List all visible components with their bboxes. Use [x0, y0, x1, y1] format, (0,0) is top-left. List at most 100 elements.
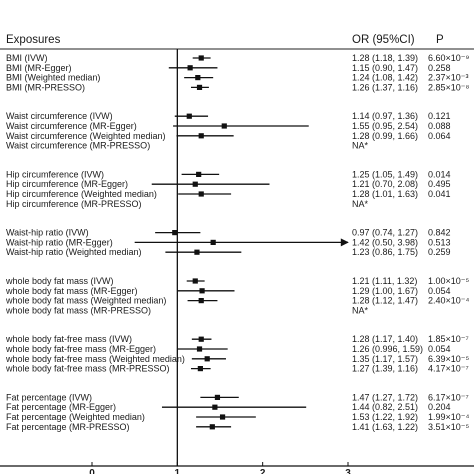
row-p-value: 0.041	[428, 189, 451, 199]
row-or-ci: 1.47 (1.27, 1.72)	[352, 392, 418, 402]
row-or-ci: NA*	[352, 141, 369, 151]
row-label: BMI (MR-Egger)	[6, 63, 72, 73]
row-label: whole body fat-free mass (Weighted media…	[5, 354, 185, 364]
row-or-ci: 1.21 (0.70, 2.08)	[352, 179, 418, 189]
point-estimate	[197, 366, 203, 372]
row-p-value: 0.121	[428, 111, 451, 121]
row-label: Waist-hip ratio (IVW)	[6, 228, 89, 238]
row-or-ci: 1.24 (1.08, 1.42)	[352, 73, 418, 83]
row-or-ci: 1.15 (0.90, 1.47)	[352, 63, 418, 73]
row-p-value: 0.495	[428, 179, 451, 189]
row-label: whole body fat-free mass (MR-PRESSO)	[5, 364, 170, 374]
row-p-value: 0.204	[428, 402, 451, 412]
row-p-value: 3.51×10⁻⁵	[428, 422, 470, 432]
row-label: BMI (IVW)	[6, 53, 48, 63]
row-label: whole body fat mass (Weighted median)	[5, 296, 166, 306]
row-p-value: 0.258	[428, 63, 451, 73]
row-or-ci: 1.21 (1.11, 1.32)	[352, 276, 417, 286]
row-or-ci: 1.35 (1.17, 1.57)	[352, 354, 418, 364]
row-or-ci: 1.28 (1.01, 1.63)	[352, 189, 418, 199]
row-label: Waist-hip ratio (Weighted median)	[6, 247, 142, 257]
point-estimate	[192, 278, 198, 284]
row-p-value: 2.40×10⁻⁴	[428, 296, 470, 306]
row-label: Hip circumference (IVW)	[6, 169, 104, 179]
row-or-ci: 1.53 (1.22, 1.92)	[352, 412, 418, 422]
point-estimate	[214, 394, 221, 400]
row-label: Waist circumference (Weighted median)	[6, 131, 166, 141]
row-label: whole body fat mass (IVW)	[5, 276, 114, 286]
point-estimate	[194, 249, 200, 255]
row-label: whole body fat-free mass (IVW)	[5, 334, 132, 344]
row-or-ci: NA*	[352, 199, 369, 209]
row-label: Hip circumference (Weighted median)	[6, 189, 157, 199]
row-p-value: 0.054	[428, 344, 451, 354]
row-or-ci: 1.41 (1.63, 1.22)	[352, 422, 418, 432]
row-label: Hip circumference (MR-Egger)	[6, 179, 128, 189]
row-or-ci: 1.27 (1.39, 1.16)	[352, 364, 418, 374]
row-or-ci: 1.25 (1.05, 1.49)	[352, 169, 418, 179]
x-tick-label: 0	[89, 468, 95, 474]
point-estimate	[195, 75, 201, 81]
row-p-value: 0.513	[428, 237, 451, 247]
row-p-value: 1.85×10⁻⁷	[428, 334, 469, 344]
row-or-ci: 1.26 (1.37, 1.16)	[352, 82, 418, 92]
x-tick-label: 3	[345, 468, 351, 474]
row-p-value: 2.37×10⁻³	[428, 73, 469, 83]
row-label: BMI (MR-PRESSO)	[6, 82, 85, 92]
row-label: whole body fat mass (MR-Egger)	[5, 286, 138, 296]
point-estimate	[199, 288, 205, 294]
point-estimate	[198, 191, 204, 197]
row-p-value: 4.17×10⁻⁷	[428, 364, 469, 374]
row-or-ci: 1.55 (0.95, 2.54)	[352, 121, 418, 131]
point-estimate	[196, 171, 202, 177]
row-or-ci: 1.28 (1.12, 1.47)	[352, 296, 418, 306]
row-p-value: 0.259	[428, 247, 451, 257]
row-or-ci: 1.44 (0.82, 2.51)	[352, 402, 418, 412]
point-estimate	[210, 239, 216, 245]
point-estimate	[196, 346, 203, 352]
point-estimate	[221, 123, 227, 129]
header-p: P	[436, 34, 444, 46]
row-or-ci: 1.26 (0.996, 1.59)	[352, 344, 423, 354]
row-label: Fat percentage (MR-Egger)	[6, 402, 116, 412]
row-label: Waist-hip ratio (MR-Egger)	[6, 237, 113, 247]
row-p-value: 6.17×10⁻⁷	[428, 392, 469, 402]
row-or-ci: 1.29 (1.00, 1.67)	[352, 286, 418, 296]
row-p-value: 6.39×10⁻⁵	[428, 354, 470, 364]
x-tick-label: 1	[175, 468, 181, 474]
row-label: Fat percentage (IVW)	[6, 392, 92, 402]
row-or-ci: 1.14 (0.97, 1.36)	[352, 111, 418, 121]
point-estimate	[187, 65, 193, 71]
point-estimate	[204, 356, 210, 362]
point-estimate	[209, 424, 215, 430]
row-label: whole body fat mass (MR-PRESSO)	[5, 305, 151, 315]
row-label: Hip circumference (MR-PRESSO)	[6, 199, 142, 209]
row-or-ci: 1.28 (1.17, 1.40)	[352, 334, 418, 344]
header-exposures: Exposures	[6, 34, 61, 46]
point-estimate	[192, 181, 198, 187]
point-estimate	[198, 55, 204, 61]
header-or-ci: OR (95%CI)	[352, 34, 415, 46]
row-p-value: 0.842	[428, 228, 451, 238]
row-label: BMI (Weighted median)	[6, 73, 100, 83]
point-estimate	[198, 133, 204, 139]
row-p-value: 0.088	[428, 121, 451, 131]
row-label: Fat percentage (Weighted median)	[6, 412, 145, 422]
row-or-ci: 1.28 (0.99, 1.66)	[352, 131, 418, 141]
row-p-value: 1.00×10⁻⁵	[428, 276, 470, 286]
row-or-ci: 1.42 (0.50, 3.98)	[352, 237, 418, 247]
row-p-value: 0.014	[428, 169, 451, 179]
point-estimate	[196, 84, 203, 90]
row-label: Waist circumference (MR-Egger)	[6, 121, 137, 131]
row-label: Waist circumference (IVW)	[6, 111, 113, 121]
row-p-value: 1.99×10⁻⁴	[428, 412, 470, 422]
row-p-value: 6.60×10⁻⁹	[428, 53, 470, 63]
row-or-ci: 1.23 (0.86, 1.75)	[352, 247, 418, 257]
point-estimate	[172, 230, 178, 236]
row-p-value: 0.064	[428, 131, 451, 141]
row-label: Fat percentage (MR-PRESSO)	[6, 422, 130, 432]
point-estimate	[219, 414, 226, 420]
row-label: Waist circumference (MR-PRESSO)	[6, 141, 150, 151]
row-label: whole body fat-free mass (MR-Egger)	[5, 344, 156, 354]
